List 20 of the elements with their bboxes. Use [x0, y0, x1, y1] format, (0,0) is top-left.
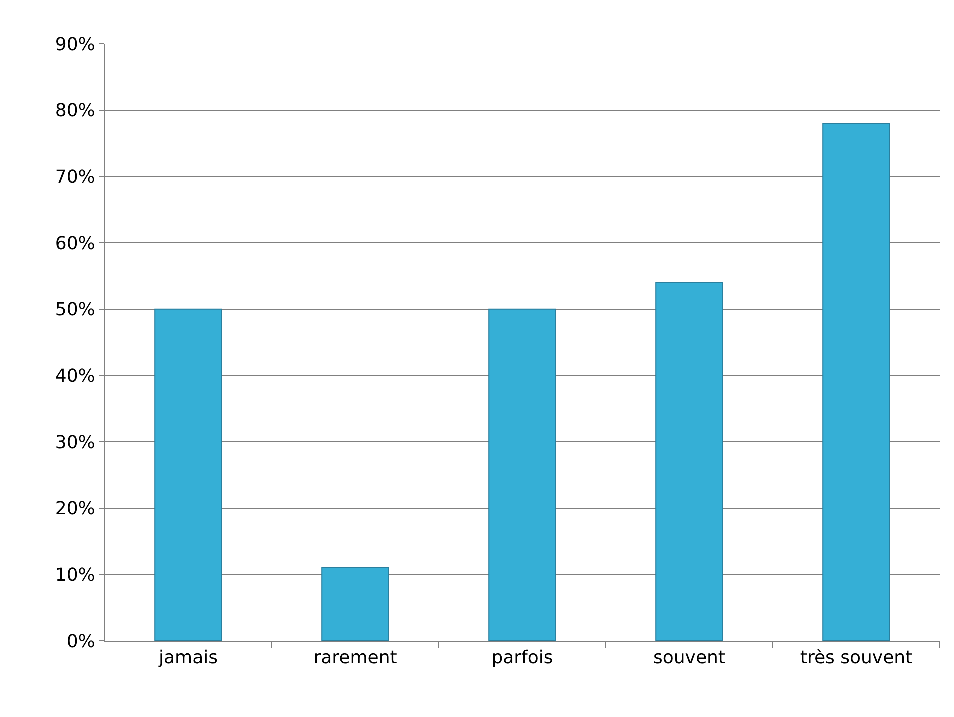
- x-tick-label: jamais: [158, 648, 218, 669]
- bar: [488, 308, 556, 641]
- bar: [656, 282, 724, 641]
- y-tick-label: 20%: [55, 498, 96, 520]
- x-tick-label: très souvent: [800, 648, 913, 669]
- x-tick-label: souvent: [654, 648, 726, 669]
- y-tick-label: 10%: [55, 564, 96, 586]
- bar: [822, 123, 890, 641]
- y-tick-label: 0%: [66, 631, 96, 652]
- x-tick-label: parfois: [492, 648, 554, 669]
- y-tick-label: 70%: [55, 166, 96, 188]
- bar: [322, 568, 390, 641]
- x-tick-label: rarement: [314, 648, 398, 669]
- y-tick-label: 40%: [55, 366, 96, 387]
- y-tick-label: 80%: [55, 100, 96, 122]
- y-tick-label: 30%: [55, 432, 96, 454]
- y-tick-label: 60%: [55, 233, 96, 254]
- y-tick-label: 90%: [55, 34, 96, 56]
- bar: [154, 308, 222, 641]
- y-tick-label: 50%: [55, 300, 96, 321]
